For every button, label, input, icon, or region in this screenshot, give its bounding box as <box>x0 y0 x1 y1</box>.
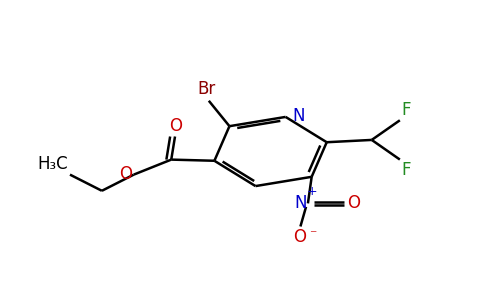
Text: Br: Br <box>198 80 216 98</box>
Text: F: F <box>402 161 411 179</box>
Text: O: O <box>348 194 360 212</box>
Text: N: N <box>292 107 305 125</box>
Text: O: O <box>119 165 132 183</box>
Text: H₃C: H₃C <box>37 155 68 173</box>
Text: O: O <box>293 228 306 246</box>
Text: O: O <box>169 117 182 135</box>
Text: F: F <box>402 101 411 119</box>
Text: N: N <box>295 194 307 212</box>
Text: +: + <box>307 185 318 198</box>
Text: ⁻: ⁻ <box>309 228 316 242</box>
